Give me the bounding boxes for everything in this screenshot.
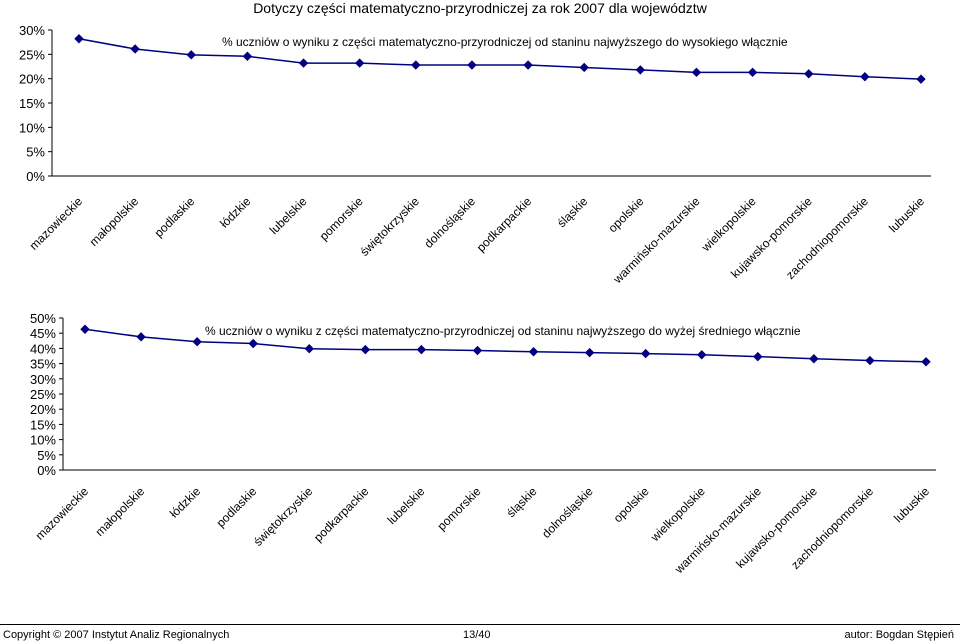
data-point — [916, 74, 926, 84]
category-label: mazowieckie — [33, 484, 92, 543]
plot-area: 0%5%10%15%20%25%30%35%40%45%50% % uczniów… — [30, 311, 936, 577]
data-point — [640, 348, 651, 359]
category-label: lubelskie — [267, 194, 310, 237]
chart-bottom: 0%5%10%15%20%25%30%35%40%45%50% % uczniów… — [30, 311, 936, 577]
data-point — [584, 347, 595, 358]
data-point — [467, 60, 477, 70]
category-label: pomorskie — [435, 484, 484, 533]
category-label: śląskie — [554, 194, 590, 230]
y-tick-label: 5% — [26, 145, 45, 160]
y-tick-label: 25% — [19, 47, 45, 62]
series-line — [78, 38, 922, 80]
y-tick-label: 20% — [19, 72, 45, 87]
category-label: podkarpackie — [474, 194, 535, 255]
chart-title: % uczniów o wyniku z części matematyczno… — [222, 35, 788, 49]
data-point — [804, 69, 814, 79]
data-point — [354, 58, 365, 68]
y-tick-label: 5% — [37, 448, 56, 463]
y-tick-label: 0% — [26, 169, 45, 184]
data-point — [416, 344, 427, 355]
data-point — [747, 67, 758, 78]
category-label: opolskie — [605, 194, 646, 235]
y-tick-label: 10% — [19, 120, 45, 135]
chart-top: 0% 5% 10% 15% 20% 25% 30% % uczniów o wyniku z … — [19, 23, 931, 287]
y-tick-label: 15% — [19, 96, 45, 111]
page-number: 13/40 — [463, 629, 491, 641]
category-label: łódzkie — [217, 194, 254, 231]
category-label: małopolskie — [92, 484, 147, 539]
plot-area: 0% 5% 10% 15% 20% 25% 30% % uczniów o wyniku z … — [19, 23, 931, 287]
data-point — [697, 350, 707, 360]
category-label: podlaskie — [152, 194, 198, 240]
data-point — [80, 324, 90, 334]
category-label: śląskie — [504, 484, 540, 520]
data-point — [360, 344, 371, 355]
chart-title: % uczniów o wyniku z części matematyczno… — [205, 324, 801, 338]
data-point — [921, 357, 931, 367]
series-line — [84, 328, 927, 363]
data-point — [865, 355, 875, 366]
data-point — [860, 72, 870, 82]
category-label: dolnośląskie — [421, 194, 478, 251]
y-tick-label: 25% — [30, 387, 56, 402]
category-label: świętokrzyskie — [251, 484, 316, 549]
data-point — [248, 338, 258, 349]
data-point — [136, 332, 146, 342]
y-tick-label: 50% — [30, 311, 56, 326]
category-label: dolnośląskie — [539, 484, 596, 541]
y-tick-label: 15% — [30, 417, 56, 432]
data-point — [192, 337, 202, 347]
category-label: małopolskie — [87, 194, 142, 249]
data-point — [298, 58, 309, 68]
y-tick-label: 30% — [19, 23, 45, 38]
data-point — [130, 44, 140, 54]
author-text: autor: Bogdan Stępień — [844, 629, 954, 641]
category-label: łódzkie — [167, 484, 204, 521]
category-label: lubuskie — [886, 194, 927, 235]
copyright-text: Copyright © 2007 Instytut Analiz Regiona… — [3, 629, 230, 641]
y-tick-label: 30% — [30, 372, 56, 387]
footer: Copyright © 2007 Instytut Analiz Regiona… — [0, 624, 960, 643]
data-point — [472, 345, 483, 356]
category-label: podkarpackie — [311, 484, 372, 545]
y-tick-label: 40% — [30, 341, 56, 356]
category-label: pomorskie — [317, 194, 366, 243]
page-title: Dotyczy części matematyczno-przyrodnicze… — [253, 0, 707, 16]
y-tick-label: 10% — [30, 433, 56, 448]
data-point — [809, 354, 819, 364]
category-label: lubuskie — [891, 484, 932, 525]
data-point — [304, 343, 314, 354]
category-label: wielkopolskie — [647, 484, 708, 545]
category-label: mazowieckie — [27, 194, 86, 253]
category-label: podlaskie — [214, 484, 260, 530]
y-tick-label: 35% — [30, 357, 56, 372]
data-point — [753, 351, 763, 362]
data-point — [242, 51, 253, 61]
data-point — [528, 347, 539, 357]
data-point — [186, 50, 196, 60]
data-point — [74, 34, 84, 44]
y-tick-label: 20% — [30, 402, 56, 417]
data-point — [691, 67, 702, 78]
data-point — [635, 65, 646, 75]
category-label: świętokrzyskie — [357, 194, 422, 259]
data-point — [579, 62, 589, 73]
category-label: wielkopolskie — [698, 194, 759, 255]
y-tick-label: 0% — [37, 463, 56, 478]
y-tick-label: 45% — [30, 326, 56, 341]
category-label: lubelskie — [385, 484, 428, 527]
data-point — [523, 60, 533, 70]
category-label: opolskie — [611, 484, 652, 525]
data-point — [411, 60, 421, 70]
